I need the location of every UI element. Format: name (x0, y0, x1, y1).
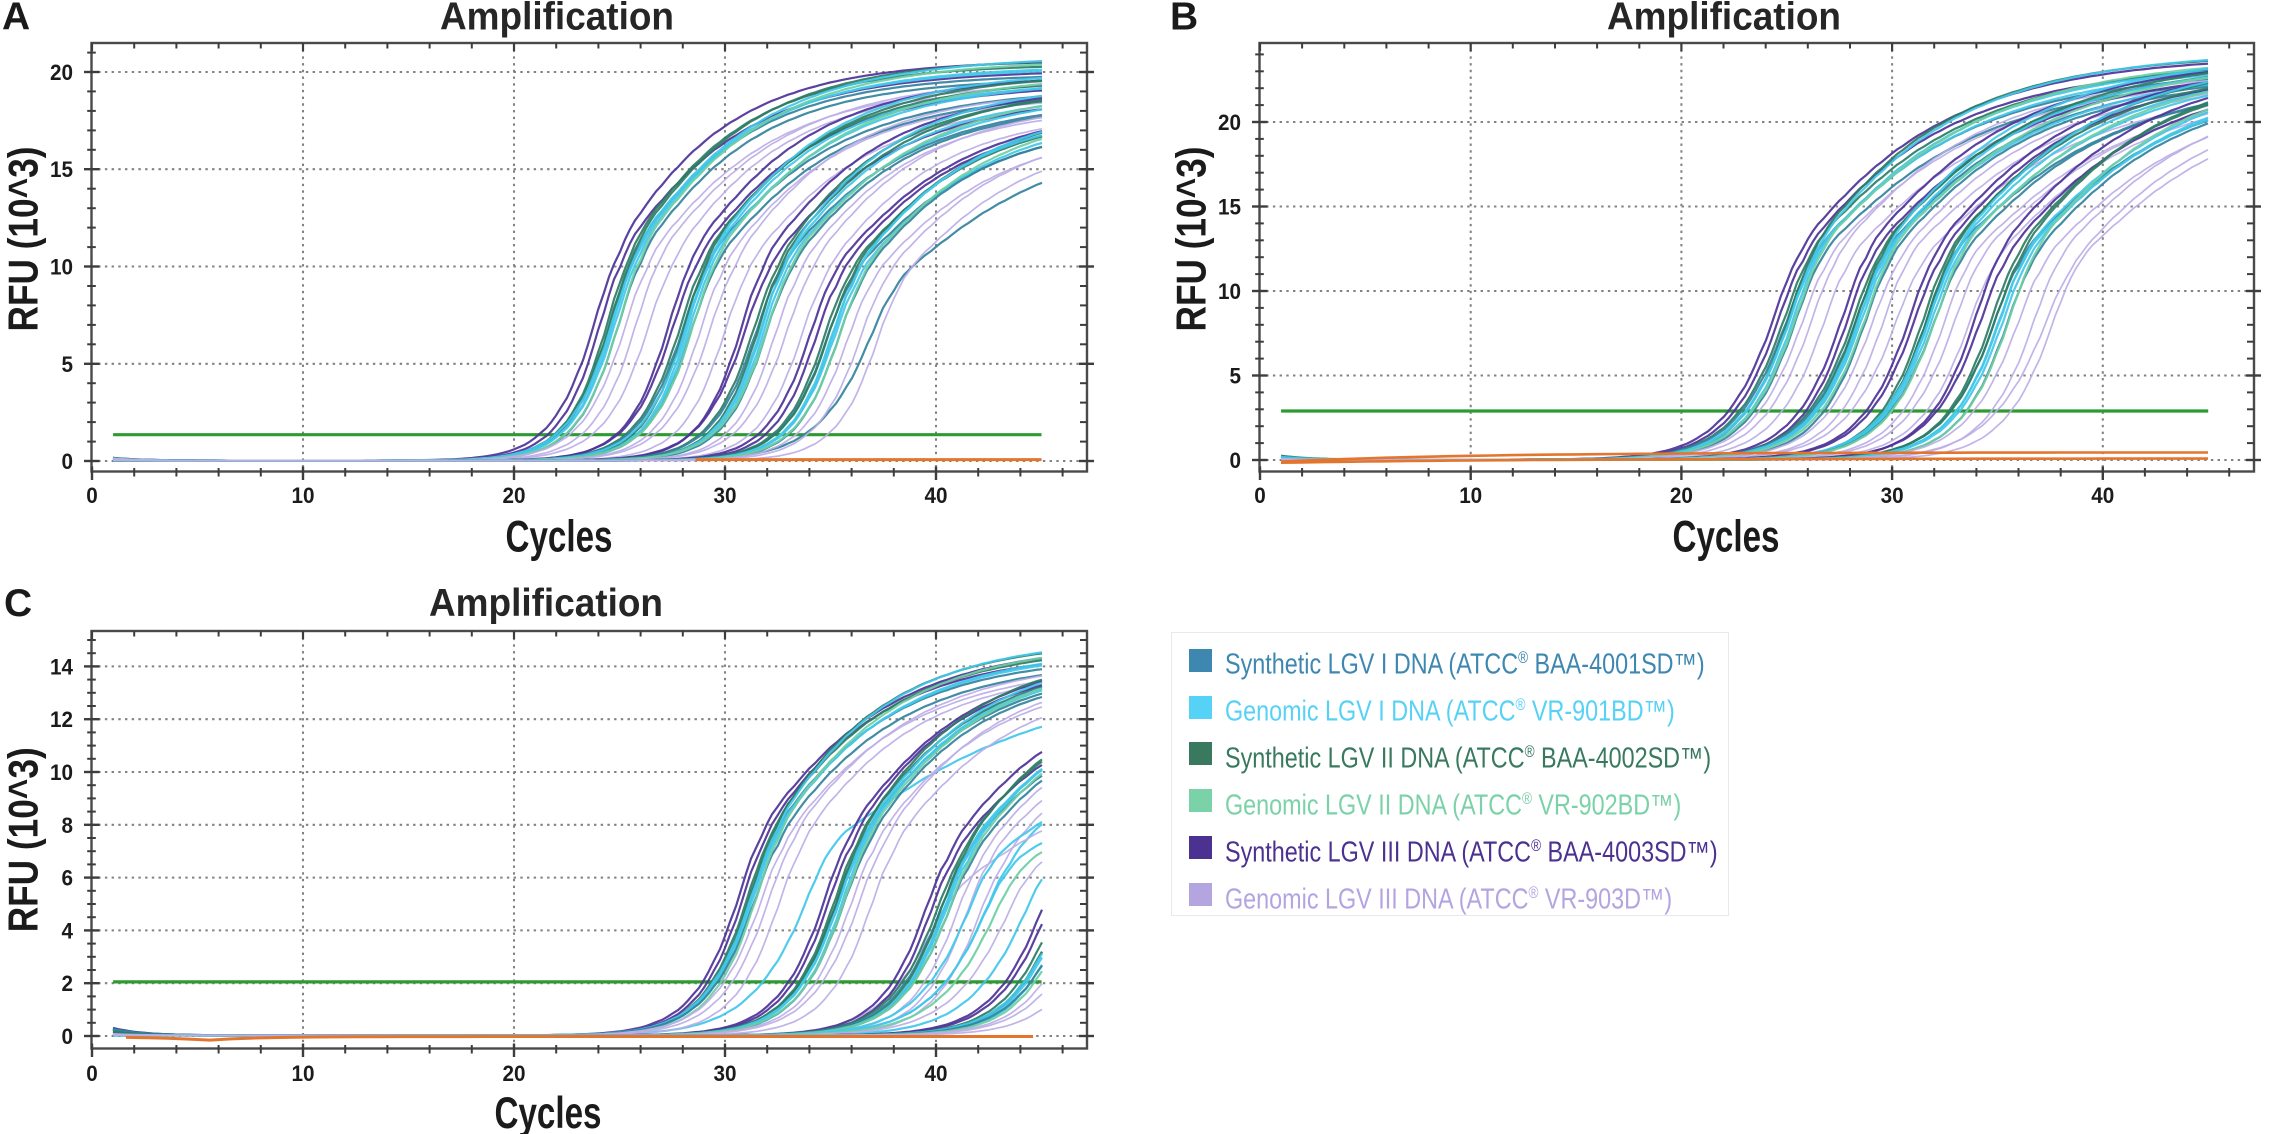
svg-text:15: 15 (50, 157, 73, 182)
svg-text:A: A (2, 0, 30, 39)
svg-text:Cycles: Cycles (506, 513, 613, 562)
svg-text:30: 30 (714, 483, 737, 508)
svg-text:20: 20 (503, 483, 526, 508)
svg-text:12: 12 (50, 707, 73, 732)
svg-text:Amplification: Amplification (1607, 0, 1841, 39)
svg-text:Cycles: Cycles (495, 1089, 602, 1134)
svg-text:20: 20 (1218, 110, 1241, 135)
svg-text:10: 10 (1218, 279, 1241, 304)
svg-text:10: 10 (1459, 483, 1482, 508)
svg-text:0: 0 (1230, 448, 1242, 473)
svg-text:0: 0 (86, 483, 98, 508)
svg-text:40: 40 (925, 483, 948, 508)
svg-text:30: 30 (1881, 483, 1904, 508)
svg-text:6: 6 (62, 866, 74, 891)
svg-text:40: 40 (2091, 483, 2114, 508)
svg-text:20: 20 (1670, 483, 1693, 508)
svg-text:0: 0 (62, 449, 74, 474)
svg-text:5: 5 (62, 352, 74, 377)
svg-text:14: 14 (50, 654, 73, 679)
svg-text:Amplification: Amplification (429, 582, 663, 625)
svg-text:Cycles: Cycles (1673, 513, 1780, 562)
svg-text:Amplification: Amplification (440, 0, 674, 39)
svg-text:10: 10 (50, 760, 73, 785)
svg-text:2: 2 (62, 971, 74, 996)
svg-text:10: 10 (292, 1061, 315, 1086)
svg-text:4: 4 (62, 918, 74, 943)
svg-text:0: 0 (1254, 483, 1266, 508)
svg-text:10: 10 (292, 483, 315, 508)
svg-text:RFU (10^3): RFU (10^3) (0, 147, 47, 332)
svg-text:0: 0 (62, 1024, 74, 1049)
svg-text:15: 15 (1218, 195, 1241, 220)
svg-text:0: 0 (86, 1061, 98, 1086)
svg-text:20: 20 (503, 1061, 526, 1086)
svg-text:B: B (1170, 0, 1198, 39)
svg-text:10: 10 (50, 255, 73, 280)
svg-text:20: 20 (50, 60, 73, 85)
svg-text:5: 5 (1230, 364, 1242, 389)
svg-text:40: 40 (925, 1061, 948, 1086)
svg-text:RFU (10^3): RFU (10^3) (0, 747, 47, 932)
svg-text:RFU (10^3): RFU (10^3) (1168, 147, 1215, 332)
svg-text:C: C (4, 582, 32, 625)
svg-text:30: 30 (714, 1061, 737, 1086)
svg-text:8: 8 (62, 813, 74, 838)
